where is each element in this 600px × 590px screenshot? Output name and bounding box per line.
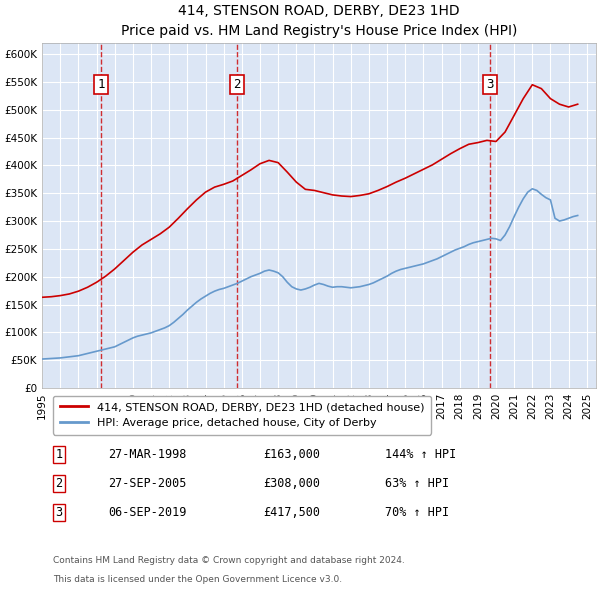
Text: £163,000: £163,000: [263, 448, 320, 461]
Text: £308,000: £308,000: [263, 477, 320, 490]
Title: 414, STENSON ROAD, DERBY, DE23 1HD
Price paid vs. HM Land Registry's House Price: 414, STENSON ROAD, DERBY, DE23 1HD Price…: [121, 4, 517, 38]
Text: 3: 3: [55, 506, 62, 519]
Text: 2: 2: [55, 477, 62, 490]
Text: 1: 1: [97, 78, 104, 91]
Text: 3: 3: [487, 78, 494, 91]
Text: 144% ↑ HPI: 144% ↑ HPI: [385, 448, 457, 461]
Text: 70% ↑ HPI: 70% ↑ HPI: [385, 506, 449, 519]
Text: 27-SEP-2005: 27-SEP-2005: [109, 477, 187, 490]
Text: 1: 1: [55, 448, 62, 461]
Text: 27-MAR-1998: 27-MAR-1998: [109, 448, 187, 461]
Text: 06-SEP-2019: 06-SEP-2019: [109, 506, 187, 519]
Text: £417,500: £417,500: [263, 506, 320, 519]
Legend: 414, STENSON ROAD, DERBY, DE23 1HD (detached house), HPI: Average price, detache: 414, STENSON ROAD, DERBY, DE23 1HD (deta…: [53, 396, 431, 434]
Text: This data is licensed under the Open Government Licence v3.0.: This data is licensed under the Open Gov…: [53, 575, 343, 584]
Text: 2: 2: [233, 78, 241, 91]
Text: Contains HM Land Registry data © Crown copyright and database right 2024.: Contains HM Land Registry data © Crown c…: [53, 556, 405, 565]
Text: 63% ↑ HPI: 63% ↑ HPI: [385, 477, 449, 490]
